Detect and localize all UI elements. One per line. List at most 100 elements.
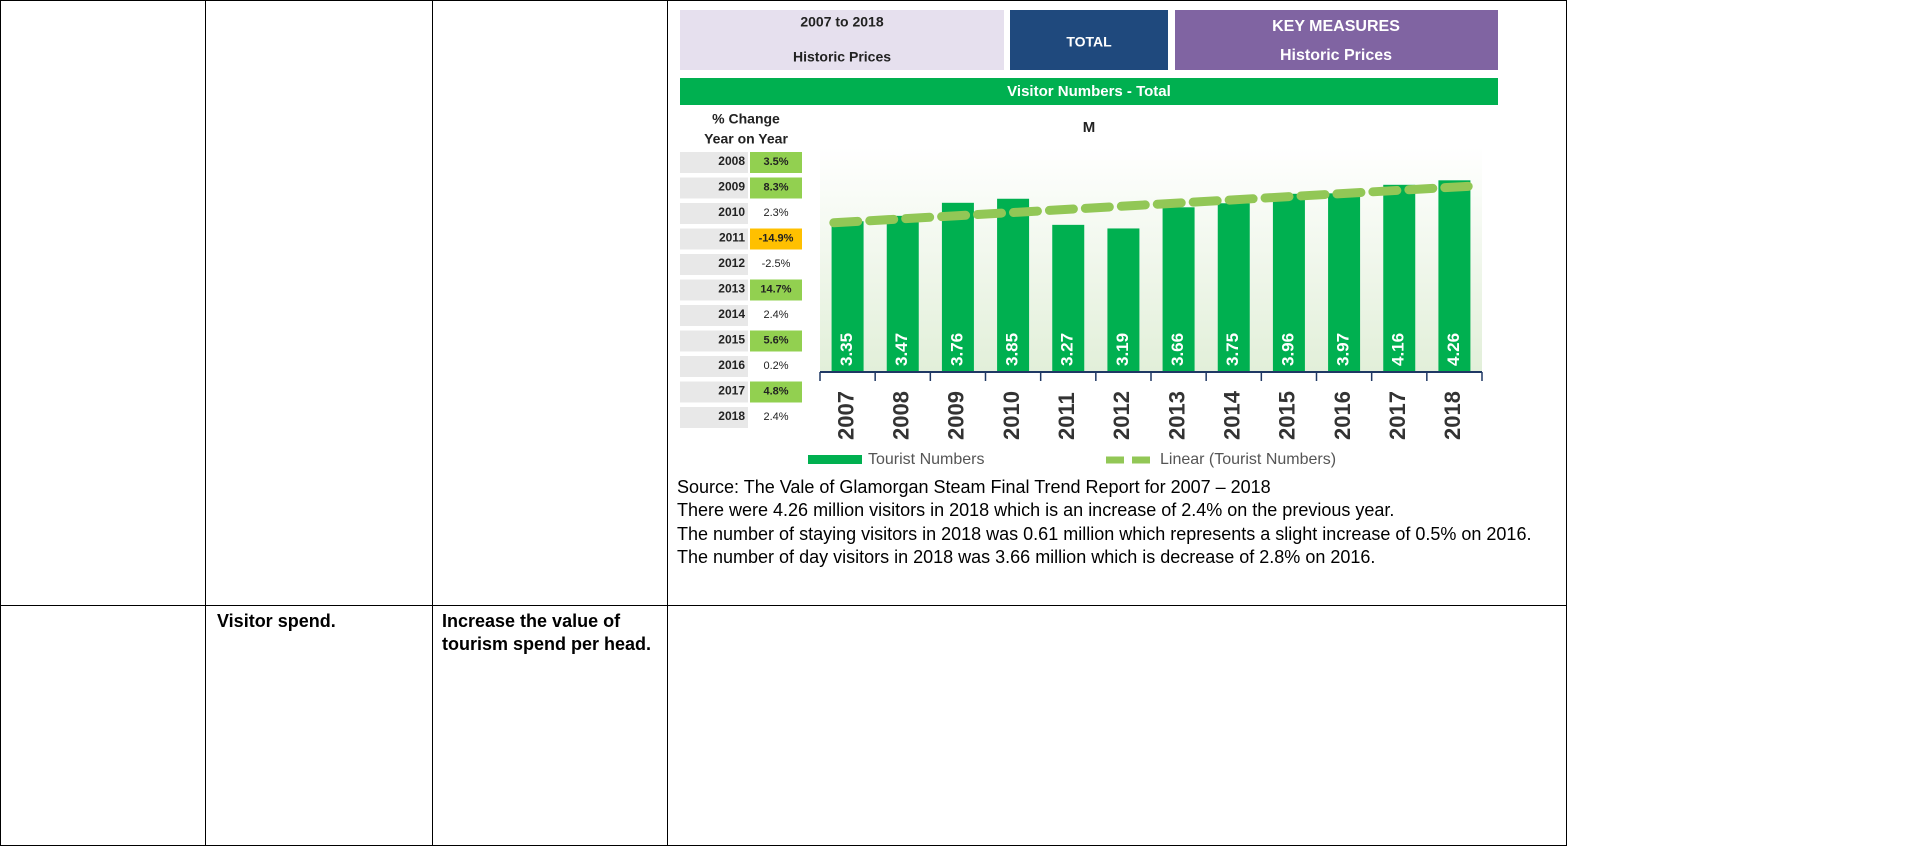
pct-value-cell [750, 177, 802, 199]
pct-value: 8.3% [763, 181, 788, 193]
bar [941, 202, 974, 372]
pct-year-cell [680, 356, 748, 377]
pct-value-cell [750, 152, 802, 173]
pct-year: 2014 [718, 307, 745, 321]
pct-value-cell [750, 228, 802, 250]
value-label: 3.97 [1334, 333, 1353, 366]
note: The number of staying visitors in 2018 w… [677, 523, 1532, 544]
plot-area [820, 147, 1482, 372]
legend-label: Linear (Tourist Numbers) [1160, 451, 1336, 468]
objective: Increase the value of tourism spend per … [442, 611, 652, 654]
value-label: 4.16 [1389, 333, 1408, 366]
pct-value-cell [750, 279, 802, 301]
bar [1052, 224, 1085, 372]
pct-year-cell [680, 152, 748, 173]
bar [1162, 207, 1195, 372]
pct-year: 2018 [718, 409, 745, 423]
header-text: Historic Prices [793, 49, 891, 65]
pct-year-cell [680, 305, 748, 326]
banner [680, 78, 1498, 105]
pct-value: 3.5% [763, 156, 788, 168]
pct-value-cell [750, 407, 802, 428]
pct-year-cell [680, 228, 748, 250]
x-tick-label: 2013 [1164, 391, 1189, 440]
pct-year: 2016 [718, 358, 745, 372]
table-border [0, 0, 1, 846]
note: Source: The Vale of Glamorgan Steam Fina… [677, 477, 1271, 497]
table-border [432, 0, 433, 846]
value-label: 3.96 [1278, 333, 1297, 366]
bar [997, 198, 1030, 372]
pct-year-cell [680, 330, 748, 352]
x-tick-label: 2016 [1330, 391, 1355, 440]
pct-year: 2009 [718, 180, 745, 194]
bar [1438, 180, 1471, 372]
bar [886, 215, 919, 372]
pct-value-cell [750, 203, 802, 224]
pct-year: 2008 [718, 154, 745, 168]
header-text: Historic Prices [1280, 47, 1392, 64]
banner-text: Visitor Numbers - Total [1007, 83, 1171, 100]
note: There were 4.26 million visitors in 2018… [677, 500, 1395, 521]
pct-value: 4.8% [763, 385, 788, 397]
header-text: 2007 to 2018 [800, 14, 883, 30]
pct-year: 2017 [718, 384, 745, 398]
value-label: 3.19 [1113, 333, 1132, 366]
pct-value-cell [750, 356, 802, 377]
x-tick-label: 2012 [1109, 391, 1134, 440]
pct-value: 5.6% [763, 334, 788, 346]
pct-value-cell [750, 254, 802, 275]
pct-value: 2.4% [763, 411, 788, 423]
value-label: 3.75 [1223, 333, 1242, 366]
header-box [1010, 10, 1168, 70]
pct-value-cell [750, 381, 802, 403]
chart-title: M [1083, 119, 1096, 136]
bar [831, 221, 864, 372]
table-border [0, 605, 1567, 606]
pct-year-cell [680, 177, 748, 199]
header-text: KEY MEASURES [1272, 18, 1400, 35]
pct-year-cell [680, 279, 748, 301]
value-label: 3.76 [947, 333, 966, 366]
legend-label: Tourist Numbers [868, 451, 984, 468]
table-border [667, 0, 668, 846]
x-tick-label: 2010 [999, 391, 1024, 440]
pct-value-cell [750, 305, 802, 326]
header-text: TOTAL [1066, 34, 1112, 50]
pct-year: 2011 [719, 231, 745, 245]
table-border [0, 0, 1567, 1]
value-label: 3.35 [837, 333, 856, 366]
bar [1328, 193, 1361, 372]
pct-year: 2010 [718, 205, 745, 219]
pct-year: 2015 [718, 333, 745, 347]
header-box [680, 10, 1004, 70]
table-border [205, 0, 206, 846]
table-border [1566, 0, 1567, 846]
value-label: 4.26 [1444, 333, 1463, 366]
x-tick-label: 2008 [889, 391, 914, 440]
pct-title: % Change [712, 111, 780, 127]
bar [1107, 228, 1140, 372]
notes: Source: The Vale of Glamorgan Steam Fina… [677, 476, 1562, 569]
pct-value: -14.9% [759, 232, 794, 244]
bar [1383, 184, 1416, 372]
pct-title: Year on Year [704, 131, 788, 147]
note: The number of day visitors in 2018 was 3… [677, 546, 1376, 567]
pct-year: 2013 [718, 282, 745, 296]
pct-year-cell [680, 254, 748, 275]
pct-value-cell [750, 330, 802, 352]
measure: Visitor spend. [217, 611, 336, 631]
legend-swatch [808, 455, 862, 464]
pct-year-cell [680, 381, 748, 403]
value-label: 3.66 [1168, 333, 1187, 366]
pct-value: 14.7% [760, 283, 791, 295]
pct-value: 2.3% [763, 207, 788, 219]
x-tick-label: 2018 [1440, 391, 1465, 440]
x-tick-label: 2007 [833, 391, 858, 440]
bar [1217, 203, 1250, 372]
pct-value: -2.5% [762, 258, 791, 270]
pct-year: 2012 [718, 256, 745, 270]
x-tick-label: 2017 [1385, 391, 1410, 440]
value-label: 3.47 [892, 333, 911, 366]
